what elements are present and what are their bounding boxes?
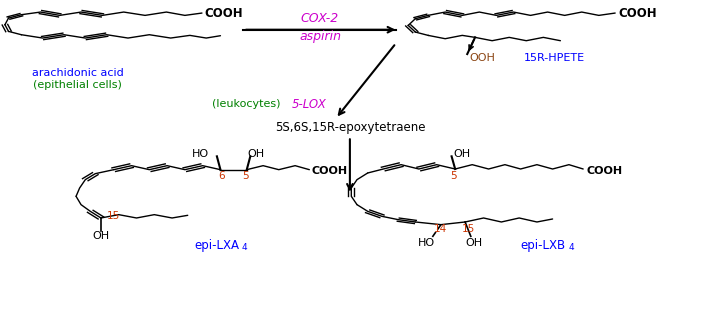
Text: 5-LOX: 5-LOX [291, 97, 326, 111]
Text: OH: OH [453, 149, 470, 159]
Text: OOH: OOH [469, 53, 496, 63]
Text: (leukocytes): (leukocytes) [211, 99, 280, 109]
Text: COOH: COOH [204, 7, 243, 20]
Text: epi-LXB: epi-LXB [521, 239, 565, 252]
Text: aspirin: aspirin [299, 30, 341, 43]
Text: HO: HO [192, 149, 209, 159]
Text: OH: OH [92, 231, 109, 241]
Text: 5: 5 [451, 171, 457, 181]
Text: COOH: COOH [618, 7, 657, 20]
Text: 15: 15 [462, 224, 476, 234]
Text: 14: 14 [434, 224, 448, 234]
Text: 5S,6S,15R-epoxytetraene: 5S,6S,15R-epoxytetraene [275, 121, 425, 134]
Text: HO: HO [418, 238, 436, 248]
Text: COOH: COOH [586, 166, 622, 176]
Text: OH: OH [466, 238, 483, 248]
Text: 15R-HPETE: 15R-HPETE [524, 53, 585, 63]
Text: 15: 15 [106, 211, 120, 221]
Text: (epithelial cells): (epithelial cells) [33, 80, 122, 90]
Text: 6: 6 [218, 171, 225, 181]
Text: 4: 4 [242, 244, 248, 252]
Text: arachidonic acid: arachidonic acid [31, 68, 124, 78]
Text: epi-LXA: epi-LXA [194, 239, 239, 252]
Text: COOH: COOH [311, 166, 348, 176]
Text: COX-2: COX-2 [301, 12, 339, 25]
Text: 5: 5 [242, 171, 248, 181]
Text: OH: OH [248, 149, 265, 159]
Text: 4: 4 [569, 244, 575, 252]
